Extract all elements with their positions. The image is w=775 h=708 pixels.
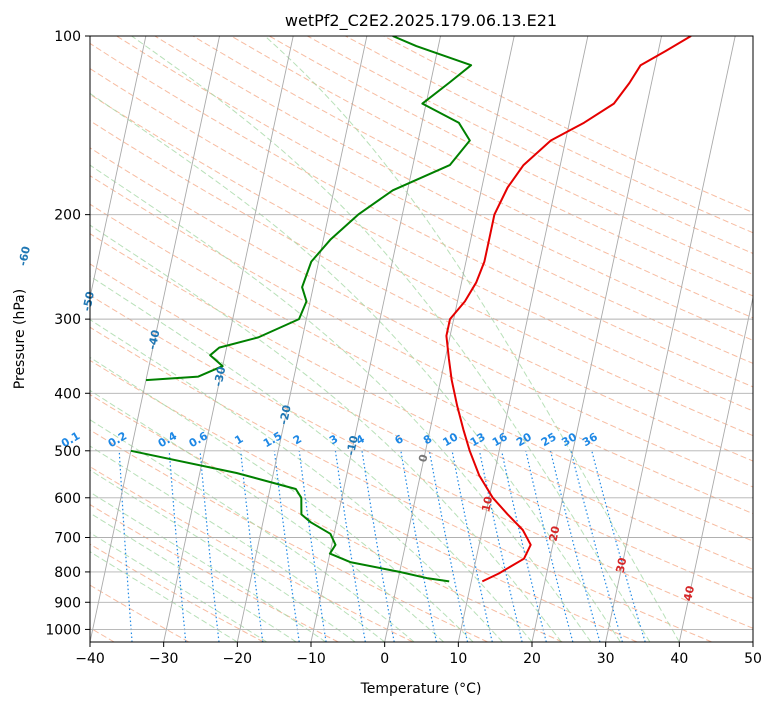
isotherm <box>605 36 736 642</box>
isotherm <box>531 36 662 642</box>
moist-adiabat <box>90 419 415 642</box>
y-tick-label: 200 <box>54 208 81 224</box>
x-tick-label: −20 <box>223 651 253 667</box>
x-axis-label: Temperature (°C) <box>360 681 482 697</box>
plot-frame <box>89 35 754 643</box>
dry-adiabat <box>90 326 712 642</box>
dry-adiabat <box>90 120 753 462</box>
y-tick-label: 900 <box>54 595 81 611</box>
isotherm-label-positive: 30 <box>614 556 630 574</box>
moist-adiabat <box>90 224 562 642</box>
moist-adiabat <box>264 36 680 642</box>
dry-adiabat <box>90 93 753 437</box>
dry-adiabat <box>90 203 753 542</box>
x-tick-label: 40 <box>670 651 688 667</box>
isotherm-label-positive: 40 <box>681 584 697 602</box>
moist-adiabat <box>131 36 651 642</box>
isotherm <box>236 36 368 642</box>
moist-adiabat <box>90 469 356 642</box>
x-tick-label: 0 <box>380 651 389 667</box>
y-tick-label: 100 <box>54 29 81 45</box>
dry-adiabat <box>90 175 753 515</box>
y-tick-label: 600 <box>54 491 81 507</box>
x-tick-label: 10 <box>449 651 467 667</box>
y-tick-label: 700 <box>54 531 81 547</box>
dry-adiabat <box>154 36 753 341</box>
x-tick-label: −10 <box>296 651 326 667</box>
isotherm <box>310 36 441 642</box>
moist-adiabat <box>90 164 592 642</box>
dry-adiabat <box>90 68 753 412</box>
mixing-ratio-line <box>570 450 623 642</box>
isotherm-label: -30 <box>212 365 229 387</box>
moist-adiabat <box>90 512 297 642</box>
temperature-profile-line <box>445 36 692 583</box>
mixing-ratio-line <box>428 450 469 642</box>
x-tick-label: 50 <box>744 651 762 667</box>
y-tick-label: 300 <box>54 312 81 328</box>
y-tick-label: 1000 <box>45 622 81 638</box>
isotherm <box>90 36 147 300</box>
isotherm-label: -20 <box>277 403 294 425</box>
mixing-ratio-line <box>298 450 327 642</box>
isotherm-label-positive: 20 <box>547 524 563 542</box>
mixing-ratio-line <box>591 450 646 642</box>
dewpoint-profile-line-upper <box>145 36 473 382</box>
x-tick-label: 20 <box>523 651 541 667</box>
isotherm-label: -60 <box>16 245 33 267</box>
dry-adiabat <box>90 394 563 642</box>
mixing-ratio-line <box>501 450 547 642</box>
x-tick-label: −40 <box>75 651 105 667</box>
dry-adiabat <box>90 42 753 388</box>
mixing-ratio-line <box>525 450 574 642</box>
dry-adiabat <box>90 584 190 642</box>
x-tick-label: −30 <box>149 651 179 667</box>
isotherm-label-positive: 10 <box>479 495 495 513</box>
chart-title: wetPf2_C2E2.2025.179.06.13.E21 <box>285 11 557 31</box>
isotherm <box>678 295 753 642</box>
moist-adiabat <box>90 532 268 642</box>
isotherm <box>457 36 589 642</box>
mixing-ratio-line <box>240 450 264 642</box>
isotherm <box>384 36 515 642</box>
mixing-ratio-line <box>400 450 437 642</box>
moist-adiabat <box>90 551 238 642</box>
isotherm-label: -10 <box>344 434 361 456</box>
dry-adiabat <box>230 36 753 297</box>
isotherm <box>90 36 220 642</box>
mixing-ratio-line <box>478 450 523 642</box>
mixing-ratio-line <box>549 450 601 642</box>
dry-adiabat <box>90 294 753 629</box>
moist-adiabat <box>90 92 621 642</box>
dry-adiabat <box>90 504 339 642</box>
mixing-ratio-line <box>168 450 187 642</box>
isotherm-label: -50 <box>80 290 97 312</box>
y-tick-label: 400 <box>54 386 81 402</box>
mixing-ratio-line <box>199 450 220 642</box>
isotherm-label: -40 <box>146 328 163 350</box>
y-tick-label: 800 <box>54 565 81 581</box>
moist-adiabat <box>90 275 533 642</box>
dewpoint-profile-line <box>130 449 450 583</box>
y-axis-label: Pressure (hPa) <box>12 289 28 389</box>
mixing-ratio-line <box>273 450 300 642</box>
dry-adiabat <box>90 359 638 642</box>
isotherm <box>163 36 294 642</box>
moist-adiabat <box>90 445 385 642</box>
dry-adiabat <box>90 263 753 599</box>
moist-adiabat <box>90 491 326 642</box>
y-tick-label: 500 <box>54 444 81 460</box>
x-tick-label: 30 <box>597 651 615 667</box>
isotherm-label-zero: 0 <box>416 453 430 464</box>
dry-adiabat <box>90 429 488 642</box>
